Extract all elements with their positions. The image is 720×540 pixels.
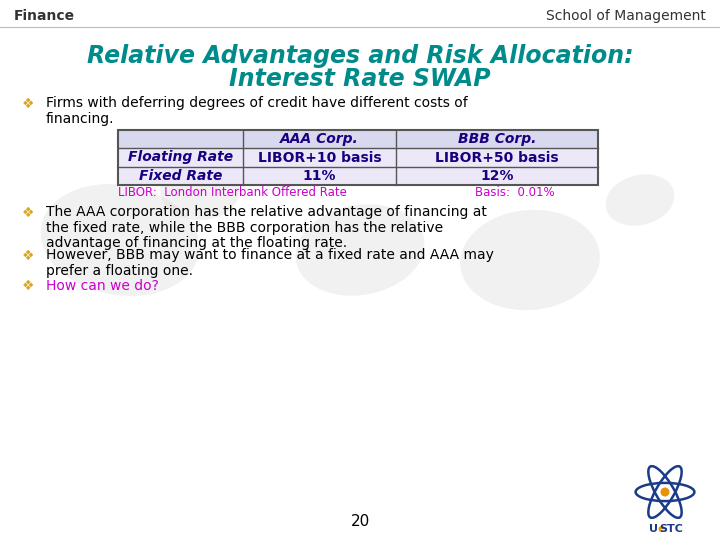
Text: STC: STC [659, 524, 683, 534]
Text: School of Management: School of Management [546, 9, 706, 23]
Bar [118, 167, 598, 185]
Text: Fixed Rate: Fixed Rate [139, 169, 222, 183]
Text: Firms with deferring degrees of credit have different costs of: Firms with deferring degrees of credit h… [46, 96, 468, 110]
Text: e: e [657, 524, 665, 534]
Text: U: U [649, 524, 657, 534]
Text: the fixed rate, while the BBB corporation has the relative: the fixed rate, while the BBB corporatio… [46, 221, 443, 235]
Ellipse shape [295, 204, 425, 296]
Text: Relative Advantages and Risk Allocation:: Relative Advantages and Risk Allocation: [86, 44, 634, 68]
Text: 11%: 11% [303, 169, 336, 183]
Text: ❖: ❖ [22, 249, 35, 263]
Text: The AAA corporation has the relative advantage of financing at: The AAA corporation has the relative adv… [46, 205, 487, 219]
Text: ❖: ❖ [22, 97, 35, 111]
Text: BBB Corp.: BBB Corp. [458, 132, 536, 146]
Text: AAA Corp.: AAA Corp. [280, 132, 359, 146]
Text: Interest Rate SWAP: Interest Rate SWAP [229, 67, 491, 91]
Text: LIBOR+10 basis: LIBOR+10 basis [258, 151, 382, 165]
Text: However, BBB may want to finance at a fixed rate and AAA may: However, BBB may want to finance at a fi… [46, 248, 494, 262]
Text: Floating Rate: Floating Rate [128, 151, 233, 165]
Text: 12%: 12% [480, 169, 514, 183]
Text: Basis:  0.01%: Basis: 0.01% [475, 186, 554, 199]
Text: ❖: ❖ [22, 206, 35, 220]
Bar [118, 130, 598, 185]
Circle shape [660, 488, 670, 496]
Text: 20: 20 [351, 515, 369, 530]
Text: prefer a floating one.: prefer a floating one. [46, 264, 193, 278]
Bar [118, 148, 598, 167]
Text: LIBOR+50 basis: LIBOR+50 basis [436, 151, 559, 165]
Text: ❖: ❖ [22, 279, 35, 293]
Text: LIBOR:  London Interbank Offered Rate: LIBOR: London Interbank Offered Rate [118, 186, 347, 199]
Bar [118, 130, 598, 148]
Text: How can we do?: How can we do? [46, 279, 159, 293]
Text: financing.: financing. [46, 112, 114, 126]
Text: Finance: Finance [14, 9, 75, 23]
Ellipse shape [460, 210, 600, 310]
Ellipse shape [160, 160, 240, 220]
Ellipse shape [40, 184, 199, 296]
Text: advantage of financing at the floating rate.: advantage of financing at the floating r… [46, 236, 347, 250]
Ellipse shape [606, 174, 675, 226]
